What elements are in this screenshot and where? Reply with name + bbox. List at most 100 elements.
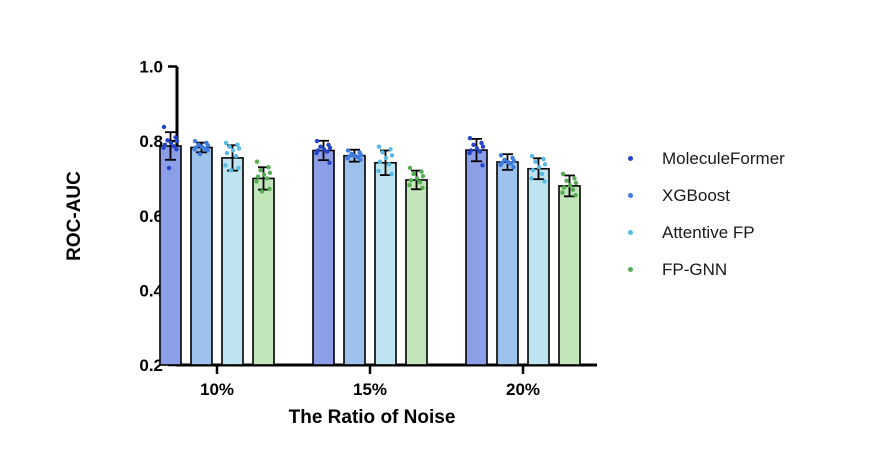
scatter-dot bbox=[386, 162, 392, 167]
scatter-dot bbox=[561, 185, 567, 190]
scatter-dot bbox=[223, 163, 228, 168]
legend-item-XGBoost: XGBoost bbox=[620, 177, 785, 214]
scatter-dot bbox=[539, 171, 545, 177]
bar-Attentive FP-10% bbox=[221, 157, 244, 366]
scatter-dot bbox=[254, 159, 260, 164]
scatter-dot bbox=[161, 145, 166, 151]
scatter-dot bbox=[318, 144, 323, 149]
scatter-dot bbox=[236, 165, 241, 171]
scatter-dot bbox=[383, 155, 389, 161]
scatter-dot bbox=[573, 180, 579, 186]
scatter-dot bbox=[259, 189, 265, 194]
y-axis-label: ROC-AUC bbox=[64, 171, 85, 261]
legend-item-Attentive FP: Attentive FP bbox=[620, 214, 785, 251]
scatter-dot bbox=[377, 159, 383, 164]
scatter-dot bbox=[376, 144, 382, 149]
x-tick-label: 20% bbox=[506, 380, 540, 399]
bar-XGBoost-20% bbox=[496, 161, 519, 366]
scatter-dot bbox=[227, 144, 232, 149]
legend-dot-icon bbox=[628, 267, 633, 272]
scatter-dot bbox=[345, 148, 351, 153]
bar-Attentive FP-20% bbox=[527, 167, 550, 366]
scatter-dot bbox=[572, 176, 577, 181]
scatter-dot bbox=[570, 187, 576, 192]
scatter-dot bbox=[511, 158, 517, 164]
scatter-dot bbox=[502, 157, 507, 162]
bar-MoleculeFormer-15% bbox=[312, 149, 335, 366]
legend-dot-icon bbox=[628, 230, 633, 235]
scatter-dot bbox=[230, 148, 236, 153]
scatter-dot bbox=[533, 159, 538, 164]
scatter-dot bbox=[266, 165, 271, 170]
scatter-dot bbox=[192, 138, 198, 144]
scatter-dot bbox=[567, 182, 573, 188]
scatter-dot bbox=[254, 179, 259, 184]
scatter-dot bbox=[174, 147, 179, 152]
scatter-dot bbox=[327, 145, 333, 151]
y-tick-label: 0.4 bbox=[139, 281, 163, 300]
bar-Attentive FP-15% bbox=[374, 161, 397, 366]
scatter-dot bbox=[508, 161, 514, 166]
y-tick-label: 1.0 bbox=[139, 58, 163, 77]
chart-legend: MoleculeFormer XGBoost Attentive FP FP-GNN bbox=[620, 140, 785, 288]
scatter-dot bbox=[560, 171, 566, 177]
scatter-dot bbox=[564, 178, 569, 183]
scatter-dot bbox=[479, 140, 484, 146]
scatter-dot bbox=[321, 147, 327, 152]
legend-dot-icon bbox=[628, 193, 633, 198]
legend-label: XGBoost bbox=[662, 185, 731, 205]
scatter-dot bbox=[166, 165, 172, 171]
scatter-dot bbox=[530, 168, 536, 173]
scatter-dot bbox=[376, 168, 381, 174]
scatter-dot bbox=[314, 150, 319, 156]
scatter-dot bbox=[236, 146, 242, 151]
scatter-dot bbox=[407, 182, 412, 188]
scatter-dot bbox=[267, 186, 272, 192]
scatter-dot bbox=[168, 140, 174, 146]
y-tick-label: 0.8 bbox=[139, 132, 163, 151]
scatter-dot bbox=[358, 152, 364, 158]
scatter-dot bbox=[417, 179, 423, 185]
scatter-dot bbox=[573, 193, 578, 198]
legend-label: MoleculeFormer bbox=[662, 148, 785, 168]
x-axis-label: The Ratio of Noise bbox=[288, 407, 456, 428]
scatter-dot bbox=[389, 171, 394, 177]
scatter-dot bbox=[165, 138, 170, 143]
scatter-dot bbox=[192, 147, 197, 152]
scatter-dot bbox=[414, 176, 420, 181]
scatter-dot bbox=[197, 151, 203, 157]
scatter-dot bbox=[228, 168, 234, 173]
scatter-dot bbox=[314, 138, 320, 144]
scatter-dot bbox=[408, 178, 414, 183]
y-tick-label: 0.6 bbox=[139, 207, 163, 226]
scatter-dot bbox=[529, 176, 534, 181]
bar-XGBoost-15% bbox=[343, 154, 366, 366]
scatter-dot bbox=[542, 179, 547, 184]
scatter-dot bbox=[467, 150, 472, 156]
scatter-dot bbox=[235, 142, 240, 148]
scatter-dot bbox=[261, 172, 267, 177]
scatter-dot bbox=[498, 153, 504, 158]
scatter-dot bbox=[255, 174, 261, 179]
scatter-dot bbox=[471, 142, 476, 148]
legend-label: Attentive FP bbox=[662, 222, 755, 242]
scatter-dot bbox=[529, 153, 535, 159]
scatter-dot bbox=[174, 138, 180, 144]
bar-FP-GNN-10% bbox=[252, 177, 275, 366]
legend-label: FP-GNN bbox=[662, 259, 728, 279]
scatter-dot bbox=[420, 173, 426, 179]
scatter-dot bbox=[477, 149, 483, 154]
scatter-dot bbox=[560, 190, 565, 195]
scatter-dot bbox=[480, 144, 486, 149]
bar-MoleculeFormer-10% bbox=[159, 145, 182, 366]
scatter-dot bbox=[171, 144, 177, 149]
legend-item-MoleculeFormer: MoleculeFormer bbox=[620, 140, 785, 177]
bar-XGBoost-10% bbox=[190, 146, 213, 366]
scatter-dot bbox=[358, 157, 363, 162]
scatter-dot bbox=[511, 165, 516, 170]
scatter-dot bbox=[536, 165, 542, 170]
scatter-dot bbox=[258, 168, 263, 173]
scatter-dot bbox=[474, 146, 480, 151]
scatter-dot bbox=[264, 176, 270, 181]
